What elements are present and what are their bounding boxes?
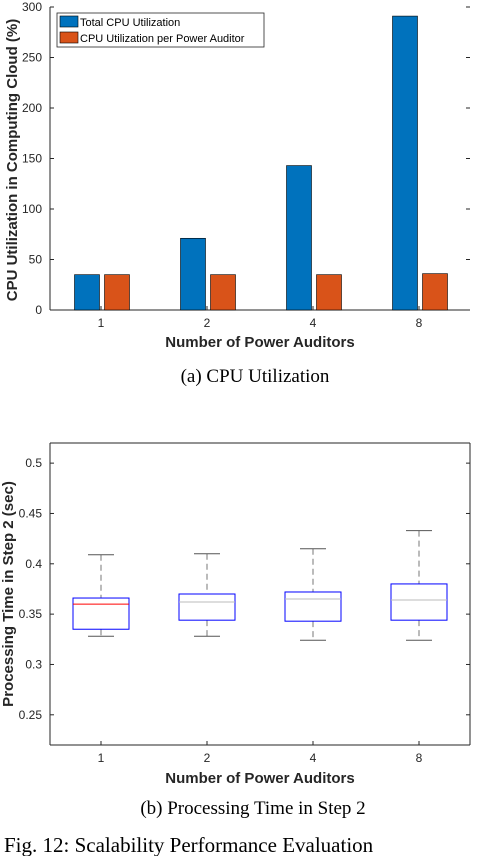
legend-label-total: Total CPU Utilization <box>80 17 180 29</box>
legend-swatch-per-auditor <box>59 31 79 44</box>
y-ticks: 0.25 0.3 0.35 0.4 0.45 0.5 <box>19 456 470 722</box>
bars <box>74 15 448 311</box>
y-tick-label: 0.3 <box>25 657 42 671</box>
boxplots <box>72 530 448 641</box>
y-tick-label: 0.45 <box>19 506 43 520</box>
legend: Total CPU Utilization CPU Utilization pe… <box>56 12 265 48</box>
cpu-utilization-chart: 0 50 100 150 200 250 300 1 2 4 8 Total CPU Utiliz… <box>4 0 470 387</box>
bar <box>74 274 100 311</box>
y-tick-label: 200 <box>22 101 42 115</box>
bar <box>286 165 312 311</box>
box <box>178 593 236 621</box>
x-tick-label: 1 <box>98 751 105 765</box>
bar <box>180 237 206 311</box>
y-tick-label: 0.35 <box>19 607 43 621</box>
subfigure-caption-b: (b) Processing Time in Step 2 <box>140 798 365 819</box>
x-axis-label: Number of Power Auditors <box>165 770 354 787</box>
legend-swatch-total <box>59 15 79 28</box>
legend-box <box>56 12 265 48</box>
box <box>72 597 130 630</box>
x-tick-label: 1 <box>98 316 105 330</box>
bar <box>422 273 448 311</box>
x-tick-label: 2 <box>204 751 211 765</box>
y-axis-label: CPU Utilization in Computing Cloud (%) <box>4 19 21 301</box>
bar <box>392 15 418 311</box>
bar <box>316 274 342 311</box>
x-tick-label: 8 <box>416 316 423 330</box>
y-tick-label: 150 <box>22 152 42 166</box>
bar <box>210 274 236 311</box>
bar <box>104 274 130 311</box>
figure-caption: Fig. 12: Scalability Performance Evaluat… <box>4 833 374 856</box>
box <box>390 583 448 621</box>
y-tick-label: 0.25 <box>19 708 43 722</box>
legend-label-per-auditor: CPU Utilization per Power Auditor <box>80 33 245 45</box>
x-axis-label: Number of Power Auditors <box>165 334 354 351</box>
subfigure-caption-a: (a) CPU Utilization <box>181 366 330 387</box>
x-tick-label: 4 <box>310 751 317 765</box>
y-ticks: 0 50 100 150 200 250 300 <box>22 0 470 317</box>
y-tick-label: 300 <box>22 0 42 14</box>
y-tick-label: 50 <box>29 253 43 267</box>
y-tick-label: 0.5 <box>25 456 42 470</box>
x-ticks: 1 2 4 8 <box>98 306 423 330</box>
x-ticks: 1 2 4 8 <box>98 741 423 765</box>
processing-time-chart: 0.25 0.3 0.35 0.4 0.45 0.5 1 2 4 8 Number of Pow… <box>0 442 471 819</box>
x-tick-label: 2 <box>204 316 211 330</box>
x-tick-label: 4 <box>310 316 317 330</box>
x-tick-label: 8 <box>416 751 423 765</box>
box <box>284 591 342 622</box>
y-axis-label: Processing Time in Step 2 (sec) <box>0 481 17 707</box>
y-tick-label: 250 <box>22 51 42 65</box>
y-tick-label: 0.4 <box>25 557 42 571</box>
y-tick-label: 100 <box>22 202 42 216</box>
y-tick-label: 0 <box>35 303 42 317</box>
